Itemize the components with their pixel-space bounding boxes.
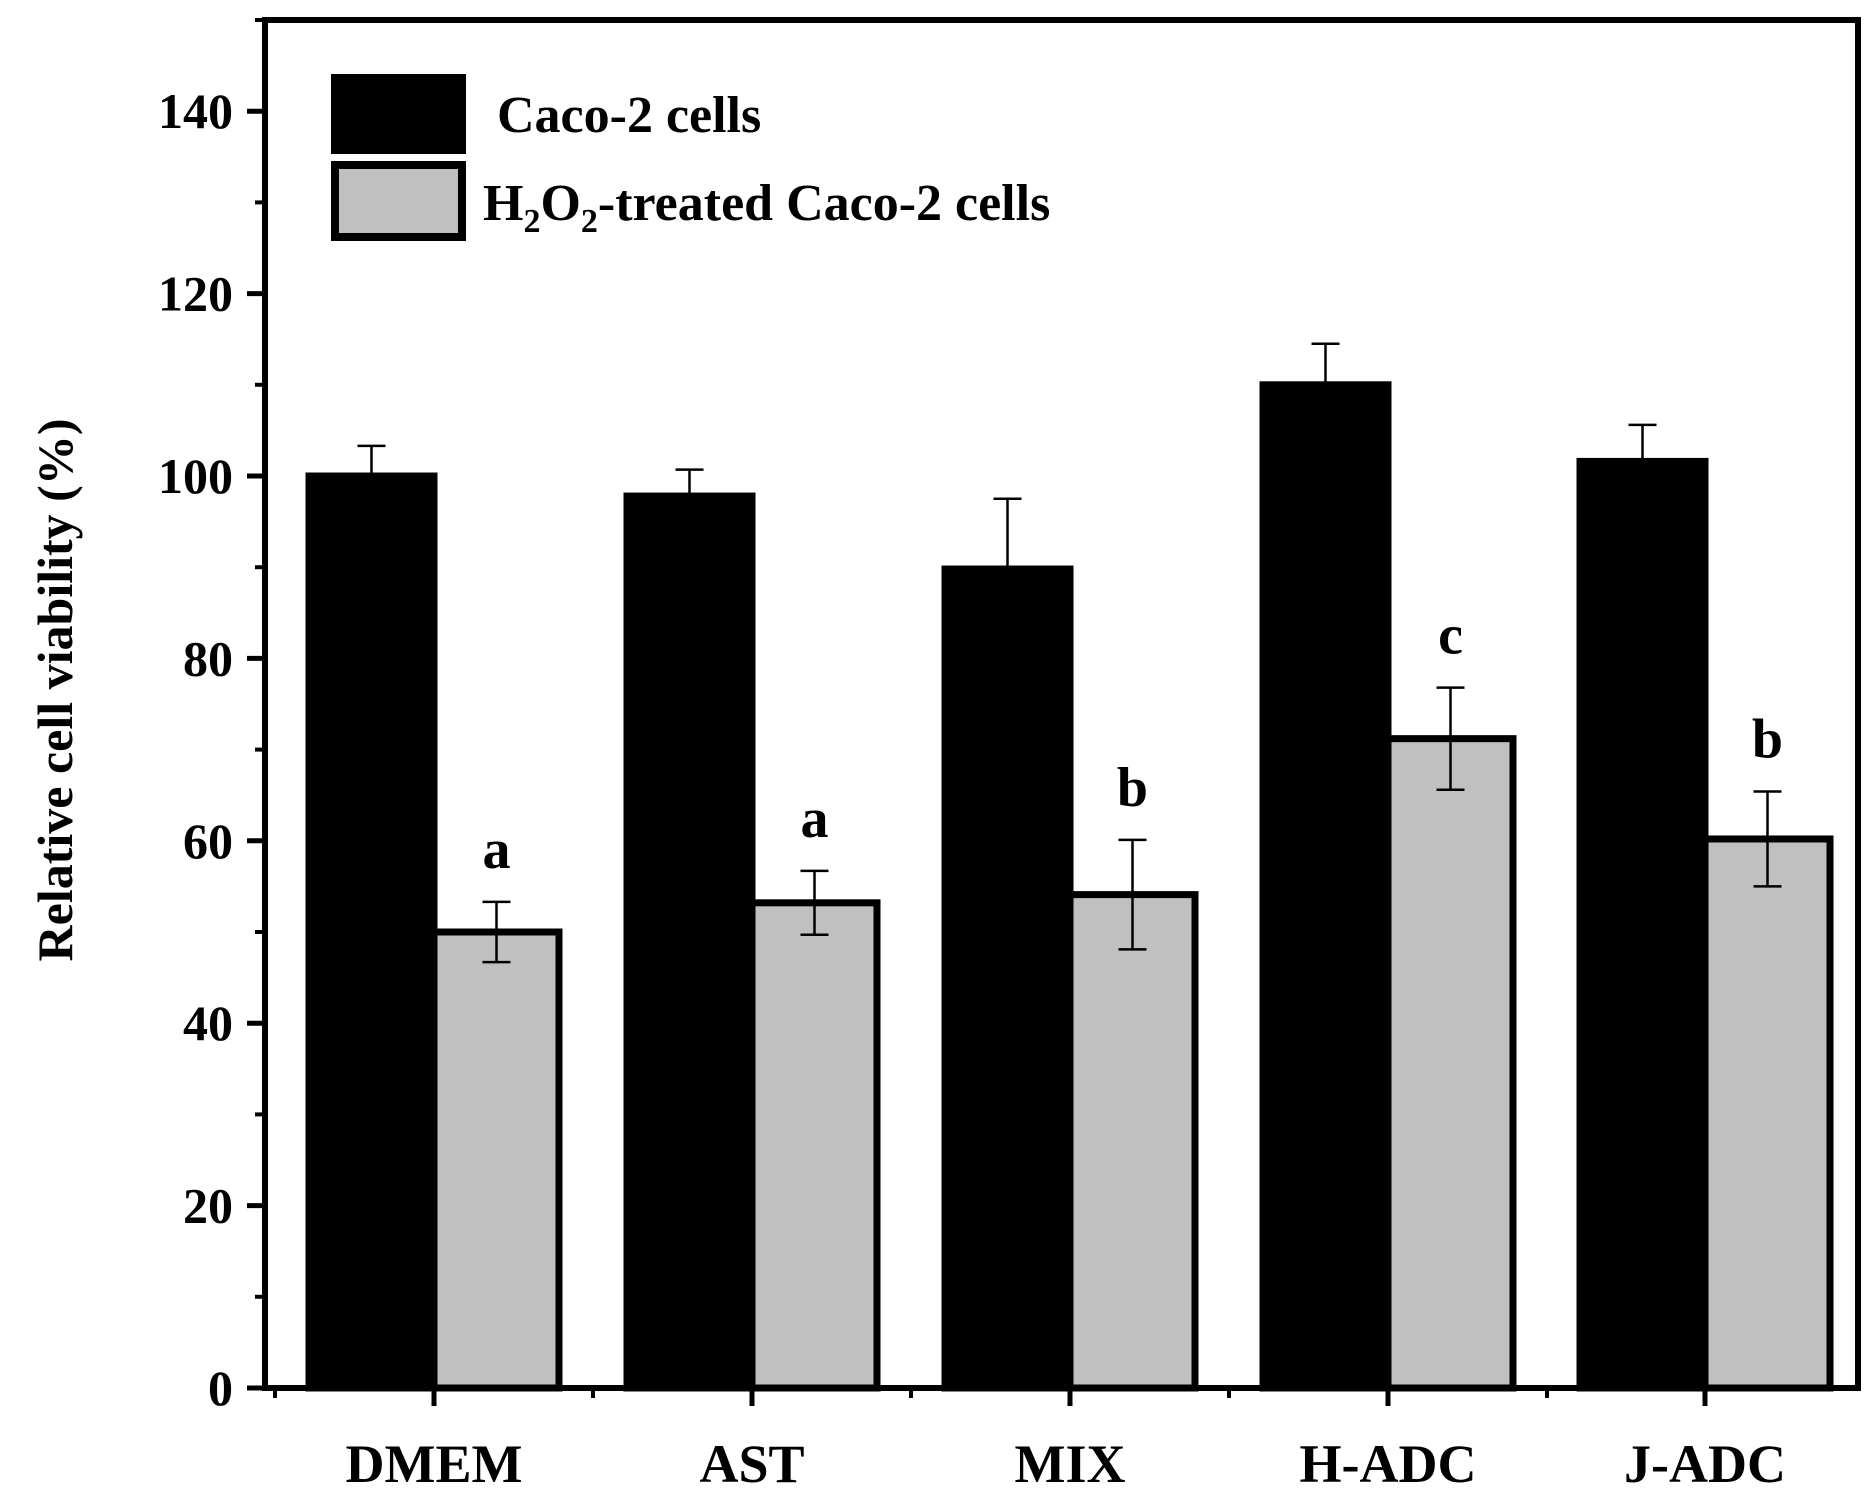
error-bar-caco2-ast	[675, 468, 704, 524]
legend: Caco-2 cells H2O2-treated Caco-2 cells	[331, 74, 1050, 241]
legend-h2o2-sub2: 2	[581, 203, 598, 240]
bar-caco2-dmem	[305, 472, 438, 1392]
error-bar-h2o2-ast	[800, 869, 829, 936]
legend-swatch-caco2	[331, 74, 466, 154]
significance-label-ast: a	[801, 788, 829, 850]
legend-swatch-h2o2	[331, 161, 466, 241]
x-tick-label-j-adc: J-ADC	[1624, 1434, 1786, 1494]
significance-label-h-adc: c	[1438, 605, 1463, 667]
significance-label-j-adc: b	[1752, 709, 1783, 771]
error-bar-h2o2-mix	[1118, 838, 1147, 951]
significance-label-mix: b	[1117, 757, 1148, 819]
y-tick-label: 60	[183, 813, 233, 869]
significance-label-dmem: a	[483, 819, 511, 881]
plot-frame	[262, 17, 1861, 1391]
legend-label-caco2: Caco-2 cells	[497, 87, 761, 144]
y-tick-label: 40	[183, 995, 233, 1051]
error-bar-h2o2-h-adc	[1436, 686, 1465, 791]
y-tick-label: 120	[158, 266, 233, 322]
y-tick-label: 100	[158, 448, 233, 504]
legend-h2o2-sub1: 2	[523, 203, 540, 240]
y-axis-label: Relative cell viability (%)	[27, 419, 83, 962]
y-axis: 0 20 40 60 80 100 120 140	[158, 18, 265, 1416]
x-tick-label-mix: MIX	[1015, 1434, 1126, 1494]
legend-h2o2-part2: O	[540, 175, 580, 232]
bar-caco2-ast	[623, 492, 756, 1392]
y-tick-label: 140	[158, 83, 233, 139]
bar-h2o2-h-adc	[1384, 735, 1517, 1392]
legend-label-h2o2: H2O2-treated Caco-2 cells	[483, 175, 1050, 240]
bar-caco2-mix	[941, 565, 1074, 1392]
bar-h2o2-j-adc	[1701, 835, 1834, 1392]
error-bar-caco2-dmem	[357, 444, 386, 508]
error-bar-caco2-j-adc	[1628, 423, 1657, 500]
y-tick-label: 80	[183, 630, 233, 686]
bar-caco2-h-adc	[1259, 381, 1392, 1392]
x-tick-label-h-adc: H-ADC	[1300, 1434, 1477, 1494]
error-bar-h2o2-j-adc	[1753, 790, 1782, 888]
x-tick-label-dmem: DMEM	[346, 1434, 523, 1494]
y-tick-label: 0	[208, 1360, 233, 1416]
error-bar-caco2-mix	[993, 497, 1022, 641]
y-tick-label: 20	[183, 1178, 233, 1234]
plot-area: a a b c b	[262, 17, 1861, 1392]
error-bar-h2o2-dmem	[482, 900, 511, 964]
bar-h2o2-mix	[1066, 891, 1199, 1392]
x-tick-label-ast: AST	[699, 1434, 804, 1494]
x-axis: DMEM AST MIX H-ADC J-ADC	[273, 1388, 1786, 1494]
legend-h2o2-part1: H	[483, 175, 523, 232]
legend-h2o2-part3: -treated Caco-2 cells	[598, 175, 1050, 232]
error-bar-caco2-h-adc	[1311, 342, 1340, 428]
bar-h2o2-ast	[748, 899, 881, 1392]
bar-h2o2-dmem	[430, 928, 563, 1392]
bar-caco2-j-adc	[1576, 457, 1709, 1392]
